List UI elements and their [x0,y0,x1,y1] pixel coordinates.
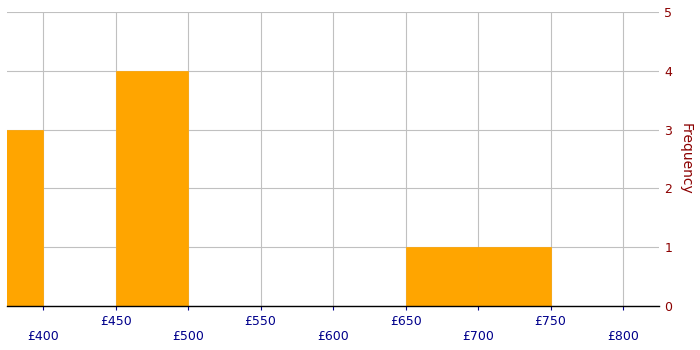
Bar [478,247,551,306]
Y-axis label: Frequency: Frequency [679,123,693,195]
Bar [0,130,43,306]
Bar [405,247,478,306]
Bar [116,71,188,306]
